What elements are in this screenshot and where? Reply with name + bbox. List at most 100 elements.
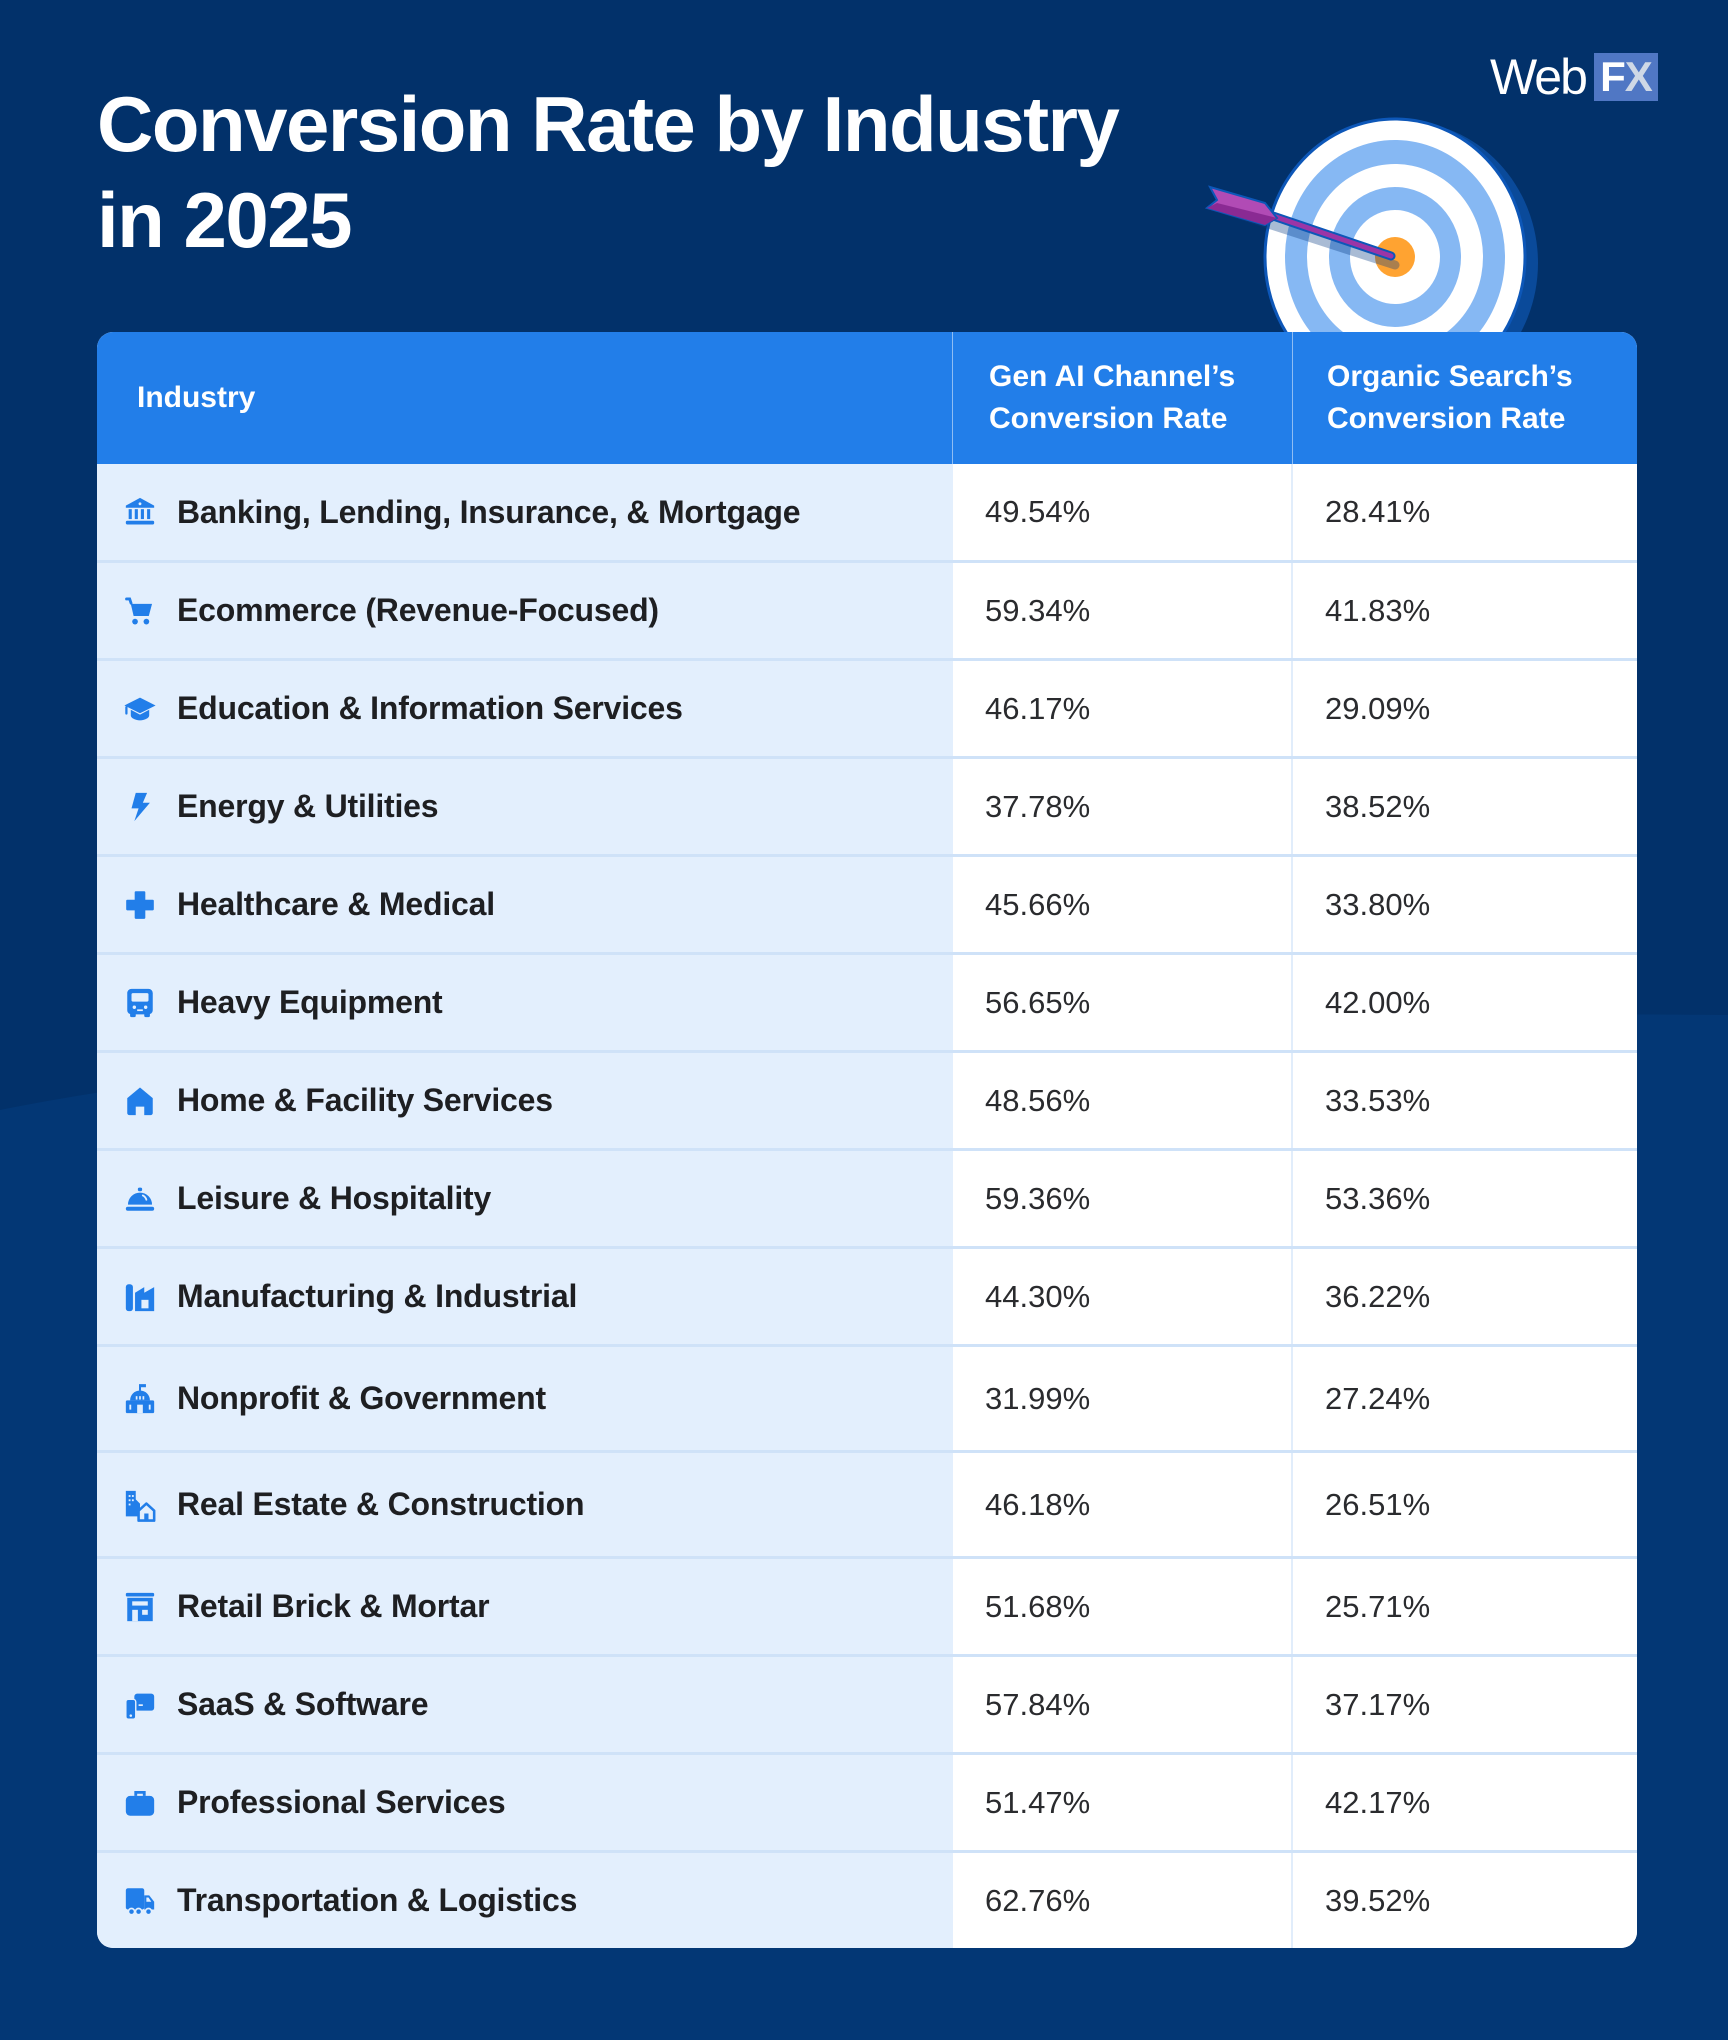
- industry-name: Manufacturing & Industrial: [177, 1278, 578, 1314]
- truck-front-icon: [123, 986, 157, 1020]
- industry-name: Retail Brick & Mortar: [177, 1588, 490, 1624]
- industry-cell: SaaS & Software: [97, 1657, 953, 1752]
- table-row: Banking, Lending, Insurance, & Mortgage …: [97, 464, 1637, 560]
- organic-value: 36.22%: [1325, 1278, 1431, 1314]
- table-header: Industry Gen AI Channel’s Conversion Rat…: [97, 332, 1637, 464]
- gen-ai-rate: 46.18%: [953, 1453, 1293, 1556]
- industry-name: Education & Information Services: [177, 690, 683, 726]
- industry-cell: Nonprofit & Government: [97, 1347, 953, 1450]
- table-row: Real Estate & Construction 46.18% 26.51%: [97, 1450, 1637, 1556]
- target-arrow-icon: [1204, 117, 1538, 340]
- organic-value: 25.71%: [1325, 1588, 1431, 1624]
- industry-cell: Healthcare & Medical: [97, 857, 953, 952]
- industry-cell: Banking, Lending, Insurance, & Mortgage: [97, 464, 953, 560]
- organic-rate: 29.09%: [1293, 661, 1637, 756]
- industry-cell: Home & Facility Services: [97, 1053, 953, 1148]
- table-row: Retail Brick & Mortar 51.68% 25.71%: [97, 1556, 1637, 1654]
- page-title: Conversion Rate by Industry in 2025: [97, 76, 1247, 268]
- organic-rate: 42.17%: [1293, 1755, 1637, 1850]
- shopping-cart-icon: [123, 594, 157, 628]
- industry-name: Transportation & Logistics: [177, 1882, 578, 1918]
- title-line-1: Conversion Rate by Industry: [97, 80, 1120, 168]
- gen-ai-value: 59.34%: [985, 592, 1091, 628]
- table-row: Ecommerce (Revenue-Focused) 59.34% 41.83…: [97, 560, 1637, 658]
- organic-value: 39.52%: [1325, 1882, 1431, 1918]
- industry-cell: Energy & Utilities: [97, 759, 953, 854]
- lightning-bolt-icon: [123, 790, 157, 824]
- organic-value: 27.24%: [1325, 1380, 1431, 1416]
- table-row: Healthcare & Medical 45.66% 33.80%: [97, 854, 1637, 952]
- header-organic-line2: Conversion Rate: [1327, 402, 1566, 435]
- header-industry: Industry: [97, 332, 953, 464]
- gen-ai-rate: 49.54%: [953, 464, 1293, 560]
- gen-ai-value: 45.66%: [985, 886, 1091, 922]
- delivery-truck-icon: [123, 1884, 157, 1918]
- bank-icon: [123, 495, 157, 529]
- industry-name: Heavy Equipment: [177, 984, 443, 1020]
- organic-value: 42.00%: [1325, 984, 1431, 1020]
- industry-cell: Education & Information Services: [97, 661, 953, 756]
- gen-ai-rate: 62.76%: [953, 1853, 1293, 1948]
- industry-name: Energy & Utilities: [177, 788, 439, 824]
- graduation-cap-icon: [123, 692, 157, 726]
- gen-ai-rate: 37.78%: [953, 759, 1293, 854]
- organic-value: 33.80%: [1325, 886, 1431, 922]
- table-row: Education & Information Services 46.17% …: [97, 658, 1637, 756]
- organic-rate: 33.80%: [1293, 857, 1637, 952]
- gen-ai-value: 51.47%: [985, 1784, 1091, 1820]
- organic-rate: 41.83%: [1293, 563, 1637, 658]
- industry-cell: Heavy Equipment: [97, 955, 953, 1050]
- storefront-icon: [123, 1590, 157, 1624]
- gen-ai-value: 56.65%: [985, 984, 1091, 1020]
- table-row: Energy & Utilities 37.78% 38.52%: [97, 756, 1637, 854]
- table-row: Leisure & Hospitality 59.36% 53.36%: [97, 1148, 1637, 1246]
- organic-value: 28.41%: [1325, 494, 1431, 529]
- table-row: Nonprofit & Government 31.99% 27.24%: [97, 1344, 1637, 1450]
- organic-value: 41.83%: [1325, 592, 1431, 628]
- gen-ai-value: 51.68%: [985, 1588, 1091, 1624]
- industry-name: Banking, Lending, Insurance, & Mortgage: [177, 493, 801, 530]
- table-row: SaaS & Software 57.84% 37.17%: [97, 1654, 1637, 1752]
- gen-ai-rate: 44.30%: [953, 1249, 1293, 1344]
- table-row: Manufacturing & Industrial 44.30% 36.22%: [97, 1246, 1637, 1344]
- gen-ai-value: 44.30%: [985, 1278, 1091, 1314]
- organic-rate: 38.52%: [1293, 759, 1637, 854]
- service-bell-icon: [123, 1182, 157, 1216]
- conversion-table: Industry Gen AI Channel’s Conversion Rat…: [97, 332, 1637, 1948]
- gen-ai-value: 48.56%: [985, 1082, 1091, 1118]
- organic-value: 42.17%: [1325, 1784, 1431, 1820]
- industry-name: SaaS & Software: [177, 1686, 429, 1722]
- gen-ai-rate: 51.68%: [953, 1559, 1293, 1654]
- logo-f: F: [1600, 53, 1626, 100]
- industry-name: Nonprofit & Government: [177, 1380, 546, 1416]
- table-row: Transportation & Logistics 62.76% 39.52%: [97, 1850, 1637, 1948]
- industry-cell: Ecommerce (Revenue-Focused): [97, 563, 953, 658]
- gen-ai-rate: 57.84%: [953, 1657, 1293, 1752]
- gen-ai-value: 46.17%: [985, 690, 1091, 726]
- gen-ai-value: 46.18%: [985, 1486, 1091, 1522]
- organic-rate: 27.24%: [1293, 1347, 1637, 1450]
- organic-value: 33.53%: [1325, 1082, 1431, 1118]
- gen-ai-rate: 51.47%: [953, 1755, 1293, 1850]
- gen-ai-rate: 48.56%: [953, 1053, 1293, 1148]
- gen-ai-value: 62.76%: [985, 1882, 1091, 1918]
- gen-ai-value: 31.99%: [985, 1380, 1091, 1416]
- logo-web-text: Web: [1490, 49, 1588, 105]
- table-row: Heavy Equipment 56.65% 42.00%: [97, 952, 1637, 1050]
- industry-name: Healthcare & Medical: [177, 886, 495, 922]
- header-organic-line1: Organic Search’s: [1327, 360, 1573, 393]
- gen-ai-value: 49.54%: [985, 494, 1091, 529]
- industry-name: Professional Services: [177, 1784, 506, 1820]
- logo-x: X: [1624, 53, 1653, 100]
- organic-rate: 26.51%: [1293, 1453, 1637, 1556]
- header-organic: Organic Search’s Conversion Rate: [1293, 332, 1637, 464]
- factory-icon: [123, 1280, 157, 1314]
- industry-cell: Real Estate & Construction: [97, 1453, 953, 1556]
- gen-ai-rate: 45.66%: [953, 857, 1293, 952]
- organic-rate: 28.41%: [1293, 464, 1637, 560]
- organic-rate: 33.53%: [1293, 1053, 1637, 1148]
- table-body: Banking, Lending, Insurance, & Mortgage …: [97, 464, 1637, 1948]
- government-building-icon: [123, 1382, 157, 1416]
